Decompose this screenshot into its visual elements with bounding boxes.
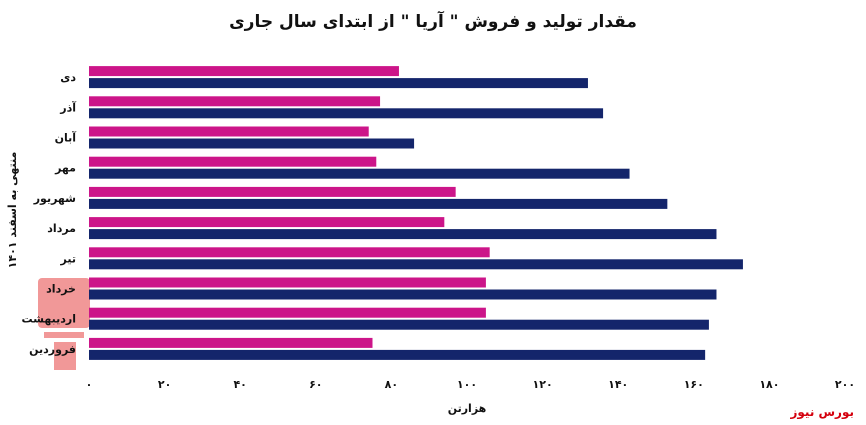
bar-series2-6 [89,259,743,270]
source-label: بورس نیوز [790,405,854,419]
category-labels: دی آذر آبان مهر شهریور مرداد تیر خرداد اردیبهشت ف… [22,71,77,356]
x-tick-label: ۲۰۰ [835,378,855,391]
x-tick-label: ۱۰۰ [457,378,477,391]
category-label: آبان [55,131,77,145]
bar-series2-9 [89,349,706,360]
bar-series1-4 [89,186,456,197]
category-label: خرداد [46,283,76,296]
category-label: اردیبهشت [22,313,76,326]
x-tick-label: ۲۰ [158,378,171,391]
y-axis-title: منتهی به اسفند ۱۴۰۱ [6,152,19,269]
bar-series1-2 [89,126,369,137]
bar-series2-5 [89,229,717,240]
bar-series1-1 [89,96,381,107]
x-axis-title: هزارتن [448,402,487,415]
bar-series2-0 [89,78,588,89]
chart-title: مقدار تولید و فروش " آریا " از ابتدای سا… [229,12,637,32]
watermark-logo [38,278,90,370]
x-tick-label: ۱۴۰ [608,378,628,391]
x-tick-label: ۰ [86,378,93,391]
bar-series2-7 [89,289,717,300]
category-label: مرداد [47,222,76,235]
x-tick-label: ۱۲۰ [533,378,553,391]
bar-series2-8 [89,319,709,330]
bar-series2-1 [89,108,604,119]
x-ticks: ۰ ۲۰ ۴۰ ۶۰ ۸۰ ۱۰۰ ۱۲۰ ۱۴۰ ۱۶۰ ۱۸۰ ۲۰۰ [86,378,855,391]
category-label: دی [60,71,76,84]
category-label: تیر [60,252,76,265]
bar-series1-9 [89,337,373,348]
bar-series1-6 [89,247,490,258]
bar-series2-3 [89,168,630,179]
x-tick-label: ۴۰ [233,378,246,391]
bar-series2-2 [89,138,415,149]
bar-series1-3 [89,156,377,167]
bar-series1-8 [89,307,486,318]
x-tick-label: ۸۰ [385,378,398,391]
bar-series1-5 [89,217,445,228]
bars-group [89,66,743,360]
x-tick-label: ۶۰ [309,378,322,391]
category-label: شهریور [33,192,76,205]
x-tick-label: ۱۸۰ [759,378,779,391]
bar-series1-0 [89,66,399,77]
bar-series2-4 [89,198,668,209]
category-label: آذر [59,100,76,114]
bar-series1-7 [89,277,486,288]
category-label: مهر [54,162,76,175]
x-tick-label: ۱۶۰ [684,378,704,391]
category-label: فروردین [29,343,76,356]
